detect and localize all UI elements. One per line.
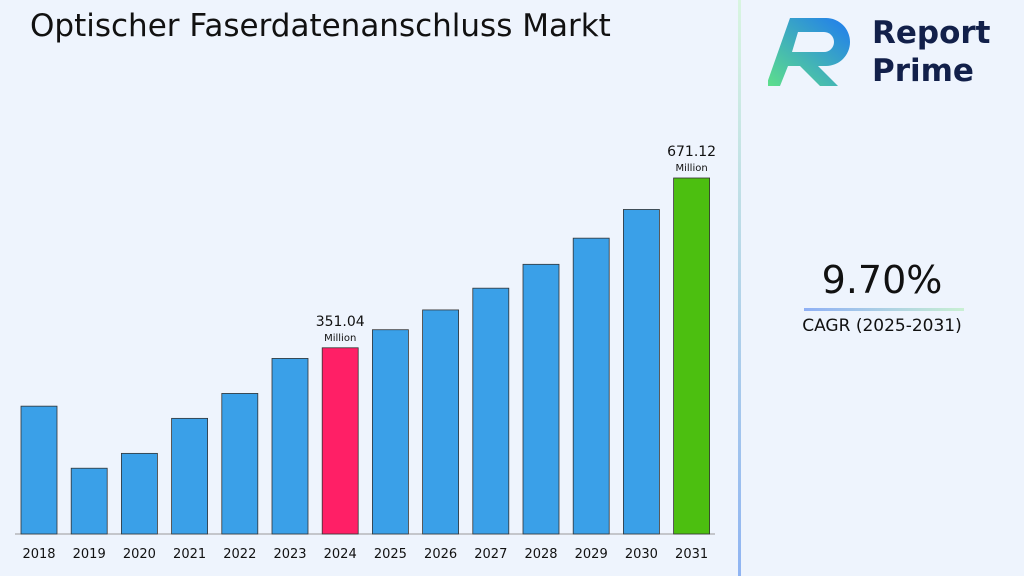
bar-2026 (422, 309, 460, 535)
bar-2030 (623, 209, 660, 535)
bar-2027 (472, 287, 510, 535)
data-label-unit: Million (324, 333, 356, 344)
data-label-value: 671.12 (667, 144, 716, 160)
x-tick-label: 2027 (474, 547, 507, 562)
cagr-label: CAGR (2025-2031) (802, 316, 962, 336)
x-tick-label: 2022 (223, 547, 256, 562)
x-tick-label: 2020 (123, 547, 156, 562)
report-prime-logo-icon (768, 18, 850, 86)
x-tick-label: 2018 (22, 547, 55, 562)
x-tick-label: 2031 (675, 547, 708, 562)
bar-2024 (321, 347, 359, 535)
bar-2021 (171, 417, 209, 535)
data-label-unit: Million (675, 163, 707, 174)
cagr-value: 9.70% (821, 258, 943, 302)
bar-2018 (20, 405, 58, 535)
bar-2029 (572, 237, 610, 535)
x-tick-label: 2019 (73, 547, 106, 562)
x-tick-label: 2024 (324, 547, 357, 562)
x-tick-label: 2025 (374, 547, 407, 562)
logo-line2: Prime (872, 53, 974, 89)
x-tick-label: 2028 (524, 547, 557, 562)
logo-text: Report Prime (872, 14, 991, 90)
bar-chart: 2018 2019 2020 2021 2022 2023 2024 351.04 Millio… (15, 144, 716, 562)
logo-line1: Report (872, 15, 991, 51)
bar-2023 (271, 358, 309, 535)
x-tick-label: 2029 (575, 547, 608, 562)
divider (738, 0, 741, 576)
x-tick-label: 2026 (424, 547, 457, 562)
bar-2025 (371, 329, 409, 535)
data-label-value: 351.04 (316, 314, 365, 330)
x-tick-label: 2023 (273, 547, 306, 562)
chart-title: Optischer Faserdatenanschluss Markt (30, 8, 611, 44)
cagr-underline (804, 308, 964, 311)
x-tick-label: 2030 (625, 547, 658, 562)
bar-2020 (121, 452, 158, 535)
bar-2031 (673, 177, 710, 535)
bar-2019 (70, 467, 108, 535)
bar-2022 (221, 393, 259, 535)
bar-2028 (522, 263, 560, 535)
x-tick-label: 2021 (173, 547, 206, 562)
